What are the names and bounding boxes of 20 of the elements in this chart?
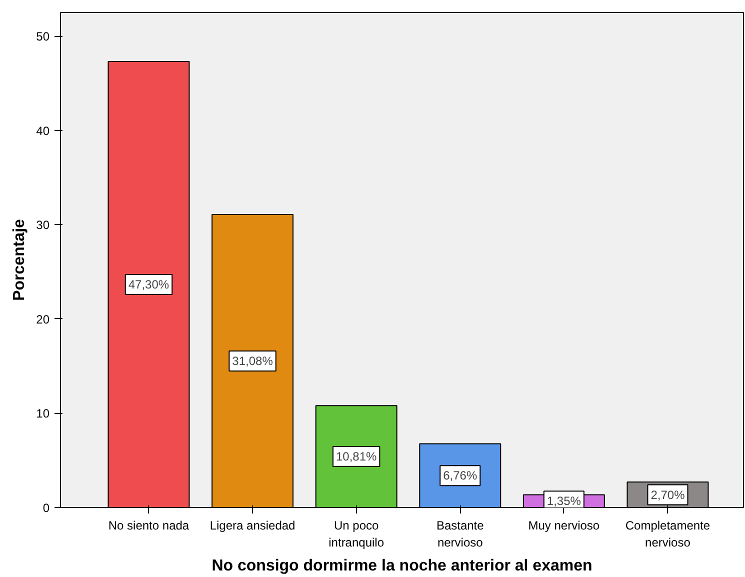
y-tick-label: 30: [36, 218, 50, 232]
y-tick-label: 20: [36, 312, 50, 326]
data-label: 10,81%: [336, 450, 378, 464]
x-tick-label: Ligera ansiedad: [210, 518, 296, 532]
x-axis-title: No consigo dormirme la noche anterior al examen: [212, 557, 592, 574]
x-tick-label: Muy nervioso: [528, 518, 600, 532]
data-label: 6,76%: [443, 468, 478, 483]
y-tick-label: 50: [36, 30, 50, 44]
data-label: 1,35%: [546, 494, 582, 508]
y-tick-label: 40: [36, 124, 50, 138]
y-axis-title: Porcentaje: [11, 218, 28, 301]
data-label: 31,08%: [232, 354, 274, 368]
data-label: 47,30%: [128, 278, 170, 292]
x-tick-label: Un poco intranquilo: [328, 518, 384, 550]
y-tick-label: 0: [42, 501, 50, 515]
x-tick-label: Completamente nervioso: [625, 518, 710, 550]
y-tick-label: 10: [36, 406, 50, 421]
data-label: 2,70%: [650, 488, 686, 502]
x-tick-label: Bastante nervioso: [436, 518, 484, 550]
x-tick-label: No siento nada: [108, 518, 190, 532]
